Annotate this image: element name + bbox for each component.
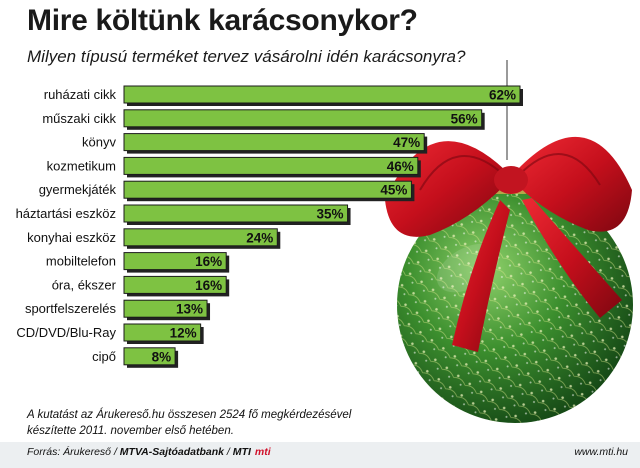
bar xyxy=(123,180,412,199)
bar xyxy=(123,156,419,175)
value-label: 47% xyxy=(393,135,420,150)
bar xyxy=(123,347,176,366)
category-label: könyv xyxy=(82,135,116,150)
value-label: 12% xyxy=(170,326,197,341)
value-label: 24% xyxy=(246,230,273,245)
christmas-ornament-icon xyxy=(385,60,633,423)
value-label: 16% xyxy=(195,254,222,269)
bar xyxy=(123,275,227,294)
category-label: háztartási eszköz xyxy=(16,206,116,221)
category-label: kozmetikum xyxy=(47,158,116,173)
value-label: 16% xyxy=(195,278,222,293)
category-label: CD/DVD/Blu-Ray xyxy=(16,325,116,340)
mti-logo: mti xyxy=(254,446,271,458)
bar-chart: ruházati cikk 62% műszaki cikk 56% könyv 47% k… xyxy=(16,60,633,423)
bar xyxy=(123,228,278,247)
category-label: cipő xyxy=(92,349,116,364)
bar xyxy=(123,85,521,104)
category-label: sportfelszerelés xyxy=(25,301,117,316)
page-subtitle: Milyen típusú terméket tervez vásárolni … xyxy=(27,47,466,66)
category-label: gyermekjáték xyxy=(39,182,117,197)
category-label: ruházati cikk xyxy=(44,87,117,102)
category-label: konyhai eszköz xyxy=(27,230,116,245)
survey-note: A kutatást az Árukereső.hu összesen 2524… xyxy=(27,409,352,437)
bar xyxy=(123,133,425,152)
source-prefix: Forrás: Árukereső / xyxy=(27,446,120,458)
bar xyxy=(123,323,202,342)
footer-bar xyxy=(0,442,640,468)
source-separator: / xyxy=(224,446,233,458)
website-link[interactable]: www.mti.hu xyxy=(574,446,628,458)
category-label: mobiltelefon xyxy=(46,254,116,269)
value-label: 8% xyxy=(152,349,172,364)
category-label: műszaki cikk xyxy=(42,111,116,126)
bar xyxy=(123,252,227,271)
page-title: Mire költünk karácsonykor? xyxy=(27,4,418,37)
category-label: óra, ékszer xyxy=(52,277,117,292)
bar xyxy=(123,109,483,128)
source-bold: MTVA-Sajtóadatbank xyxy=(119,446,225,458)
source-line: Forrás: Árukereső / MTVA-Sajtóadatbank /… xyxy=(27,446,274,458)
value-label: 56% xyxy=(451,111,478,126)
source-end: MTI xyxy=(232,446,251,458)
value-label: 35% xyxy=(317,207,344,222)
value-label: 45% xyxy=(380,183,407,198)
bar xyxy=(123,204,349,223)
value-label: 13% xyxy=(176,302,203,317)
value-label: 62% xyxy=(489,88,516,103)
bar xyxy=(123,299,208,318)
value-label: 46% xyxy=(387,159,414,174)
